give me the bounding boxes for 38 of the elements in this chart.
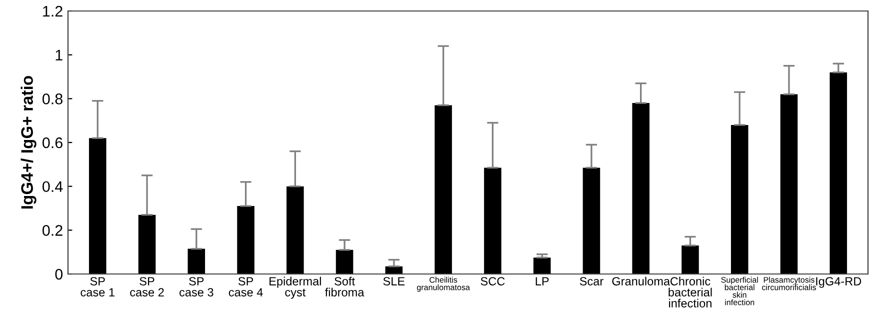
bar	[830, 72, 848, 274]
bar	[138, 214, 156, 274]
bar	[88, 138, 106, 274]
x-tick-label: SCC	[480, 277, 505, 286]
x-tick-label: SP case 3	[180, 277, 214, 296]
bar	[582, 168, 600, 274]
y-tick-label: 1.2	[43, 6, 62, 17]
y-axis-title: IgG4+/ IgG+ ratio	[20, 76, 36, 209]
x-tick-label: IgG4-RD	[816, 277, 862, 288]
x-tick-label: SP case 2	[130, 277, 164, 296]
bar	[188, 248, 206, 274]
y-tick-label: 0	[55, 268, 63, 280]
bar	[780, 94, 798, 274]
x-tick-label: LP	[536, 277, 549, 286]
bar	[730, 124, 748, 274]
x-tick-label: Scar	[580, 277, 604, 286]
y-tick-label: 0.2	[42, 225, 62, 236]
bar	[434, 105, 452, 274]
x-tick-label: Epidermal cyst	[270, 276, 321, 299]
x-tick-label: Plasamcytosis circumorificialis	[762, 276, 816, 290]
bar	[682, 246, 699, 274]
y-tick-label: 0.6	[42, 137, 62, 148]
bar	[632, 103, 650, 274]
x-tick-label: SP case 1	[80, 277, 114, 296]
y-tick-label: 1	[56, 50, 62, 60]
x-tick-label: SP case 4	[228, 277, 263, 296]
bar	[286, 186, 304, 274]
bar	[237, 206, 254, 274]
bar	[484, 168, 502, 274]
y-tick-label: 0.8	[42, 94, 62, 104]
x-tick-label: SLE	[383, 277, 405, 286]
x-tick-label: Superficial bacterial skin infection	[721, 276, 758, 306]
x-tick-label: Cheilitis granulomatosa	[417, 276, 470, 292]
x-tick-label: Soft fibroma	[325, 276, 364, 296]
x-tick-label: Granuloma	[612, 276, 670, 286]
bar	[336, 250, 354, 274]
x-tick-label: Chronic bacterial infection	[668, 276, 712, 308]
y-tick-label: 0.4	[42, 181, 63, 192]
